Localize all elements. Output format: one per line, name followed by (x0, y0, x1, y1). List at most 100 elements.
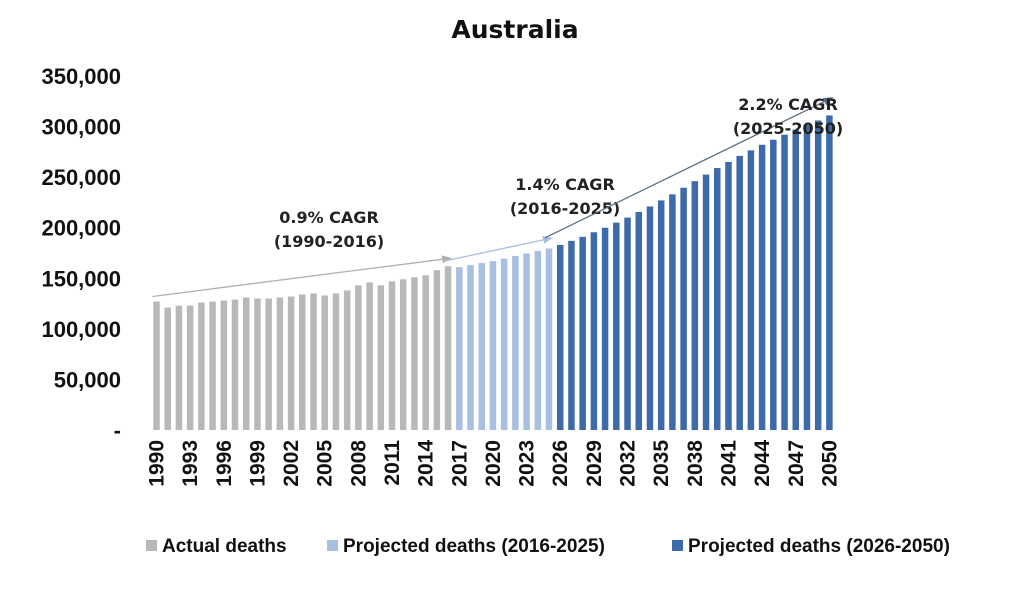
bar-1999 (254, 298, 261, 430)
x-tick-label: 1999 (246, 440, 269, 487)
y-tick-label: 250,000 (41, 165, 121, 190)
bar-2017 (456, 267, 463, 430)
bar-2022 (512, 256, 519, 430)
bar-2043 (747, 150, 755, 430)
x-tick-label: 2032 (617, 440, 640, 487)
x-axis: 1990 1993 1996 1999 2002 2005 2008 2011 2014 2017… (146, 440, 842, 487)
bar-2001 (276, 297, 284, 430)
bar-2006 (332, 293, 340, 430)
bar-2030 (601, 227, 609, 430)
x-tick-label: 2008 (347, 440, 370, 487)
bar-2008 (355, 285, 362, 430)
bar-2025 (545, 248, 553, 430)
cagr-arrow-line (443, 239, 544, 262)
x-tick-label: 2050 (818, 440, 841, 487)
cagr-arrow-line (152, 258, 443, 298)
bar-1990 (153, 301, 160, 430)
x-tick-label: 2041 (717, 440, 740, 487)
cagr-rate-label: 2.2% CAGR (738, 95, 838, 114)
bar-2003 (299, 294, 306, 430)
bar-2020 (489, 261, 497, 430)
bar-2050 (826, 115, 833, 430)
x-tick-label: 2023 (516, 440, 539, 487)
bar-1993 (186, 305, 194, 430)
bar-2033 (635, 212, 642, 430)
x-tick-label: 2020 (482, 440, 505, 487)
bar-2036 (669, 194, 676, 430)
x-tick-label: 2038 (684, 440, 707, 487)
bar-2032 (624, 217, 631, 430)
bar-2012 (399, 279, 407, 430)
bar-2045 (770, 139, 777, 430)
bar-2049 (814, 120, 822, 430)
y-axis: - 50,000 100,000 150,000 200,000 250,000 300,0… (41, 64, 121, 443)
x-tick-label: 2029 (583, 440, 606, 487)
x-tick-label: 2014 (415, 440, 438, 487)
bar-2014 (422, 275, 429, 430)
bar-2042 (736, 155, 743, 430)
bar-2000 (265, 298, 272, 430)
bar-2026 (556, 244, 564, 430)
bar-2044 (758, 144, 766, 430)
bar-2011 (388, 281, 396, 430)
bar-2005 (321, 295, 328, 430)
cagr-period-label: (1990-2016) (274, 232, 384, 251)
bar-2024 (534, 250, 542, 430)
y-tick-label: - (114, 418, 121, 443)
y-tick-label: 100,000 (41, 317, 121, 342)
bar-1998 (242, 297, 250, 430)
cagr-rate-label: 0.9% CAGR (279, 208, 379, 227)
legend-label: Projected deaths (2016-2025) (343, 536, 605, 557)
bar-2013 (411, 277, 418, 430)
bar-2016 (444, 266, 452, 430)
bar-2041 (725, 161, 732, 430)
cagr-period-label: (2025-2050) (733, 119, 843, 138)
legend-swatch (672, 540, 683, 551)
bar-2010 (377, 285, 385, 430)
bar-2034 (646, 206, 654, 430)
bar-2015 (433, 270, 441, 430)
bar-1997 (231, 299, 239, 430)
x-tick-label: 2002 (280, 440, 303, 487)
legend-swatch (327, 540, 338, 551)
cagr-arrow-head (542, 236, 553, 244)
cagr-arrow-line (544, 101, 825, 239)
bar-2007 (343, 290, 351, 430)
cagr-arrow-head (822, 97, 834, 106)
bar-1994 (198, 302, 205, 430)
bar-2002 (287, 296, 295, 430)
bar-1996 (220, 300, 228, 430)
x-tick-label: 2011 (381, 440, 404, 486)
bar-2037 (680, 187, 687, 430)
x-tick-label: 1993 (179, 440, 202, 487)
bar-2039 (702, 174, 710, 430)
cagr-rate-label: 1.4% CAGR (515, 175, 615, 194)
bar-2047 (792, 129, 799, 431)
legend-label: Projected deaths (2026-2050) (688, 536, 950, 557)
y-tick-label: 50,000 (54, 367, 121, 392)
bar-2018 (467, 265, 474, 430)
bar-2040 (714, 168, 721, 431)
y-tick-label: 300,000 (41, 115, 121, 140)
x-tick-label: 2026 (549, 440, 572, 487)
chart-title: Australia (451, 15, 578, 44)
x-tick-label: 2035 (650, 440, 673, 487)
y-tick-label: 200,000 (41, 216, 121, 241)
bar-2019 (478, 263, 485, 430)
bar-1995 (209, 301, 216, 430)
x-tick-label: 2047 (785, 440, 808, 487)
y-tick-label: 350,000 (41, 64, 121, 89)
bar-1991 (164, 307, 171, 430)
legend-label: Actual deaths (162, 536, 287, 557)
bar-2029 (590, 232, 598, 430)
y-tick-label: 150,000 (41, 266, 121, 291)
bar-2009 (366, 282, 373, 430)
bar-2031 (613, 222, 620, 430)
bar-2021 (500, 258, 508, 430)
legend: Actual deaths Projected deaths (2016-2025… (146, 536, 950, 557)
bar-1992 (175, 305, 183, 430)
x-tick-label: 1990 (146, 440, 169, 487)
legend-swatch (146, 540, 157, 551)
bar-2027 (568, 240, 575, 430)
